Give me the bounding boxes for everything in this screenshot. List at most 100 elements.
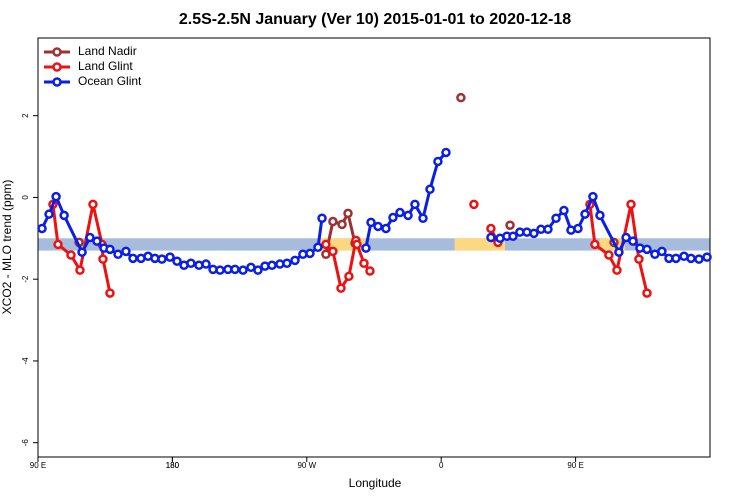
data-point [282, 258, 292, 268]
data-point [328, 246, 338, 257]
data-point [343, 208, 353, 219]
data-point [508, 231, 518, 242]
data-point [657, 246, 667, 257]
x-tick-label: 180 [166, 461, 180, 470]
x-tick-label: 90 E [30, 461, 46, 470]
y-tick-label: 0 [21, 195, 30, 200]
data-point [626, 199, 636, 210]
y-tick-label: -6 [21, 439, 30, 447]
data-point [425, 184, 435, 194]
chart-title: 2.5S-2.5N January (Ver 10) 2015-01-01 to… [179, 11, 571, 28]
data-point [595, 210, 605, 221]
data-point [105, 288, 115, 298]
data-point [588, 191, 598, 202]
data-point [313, 242, 323, 253]
y-axis-label: XCO2 - MLO trend (ppm) [0, 180, 14, 315]
data-point [590, 239, 600, 250]
data-point [290, 255, 300, 266]
data-point [612, 265, 622, 275]
data-point [105, 244, 115, 255]
data-point [456, 92, 466, 103]
data-point [344, 271, 354, 282]
data-point [702, 252, 712, 262]
y-tick-label: -2 [21, 275, 30, 283]
data-point [469, 199, 479, 210]
data-point [395, 207, 405, 218]
data-point [373, 221, 383, 232]
data-point [53, 239, 63, 250]
data-point [98, 254, 108, 264]
data-point [403, 210, 413, 221]
data-point [88, 199, 98, 210]
data-point [128, 253, 138, 264]
data-point [359, 258, 369, 268]
data-point [75, 265, 85, 275]
data-point [77, 247, 87, 257]
data-point [621, 232, 631, 243]
data-point [441, 147, 451, 158]
data-point [628, 236, 638, 246]
data-point [573, 223, 583, 234]
x-tick-label: 90 W [297, 461, 316, 470]
data-point [381, 223, 391, 234]
legend-label: Ocean Glint [78, 74, 142, 88]
data-point [433, 156, 443, 167]
data-point [614, 247, 624, 257]
data-point [336, 283, 346, 293]
y-tick-label: 2 [21, 113, 30, 118]
data-point [321, 239, 331, 250]
data-point [186, 258, 196, 268]
legend-marker [52, 77, 62, 87]
data-point [165, 252, 175, 262]
data-point [361, 243, 371, 253]
data-point [157, 254, 167, 264]
data-point [44, 209, 54, 219]
data-point [486, 232, 496, 243]
data-point [85, 232, 95, 243]
data-point [551, 213, 561, 224]
data-point [201, 259, 211, 269]
data-point [113, 249, 123, 259]
data-point [59, 210, 69, 221]
data-point [267, 260, 277, 271]
data-point [559, 205, 569, 216]
data-point [37, 223, 47, 234]
data-point [686, 253, 696, 264]
data-point [230, 264, 240, 275]
data-point [238, 265, 248, 275]
data-point [51, 191, 61, 202]
data-point [215, 265, 225, 275]
data-point [172, 256, 182, 266]
data-point [529, 228, 539, 239]
y-tick-label: -4 [21, 357, 30, 365]
data-point [66, 250, 76, 260]
x-tick-label: 180 [166, 461, 180, 470]
data-point [253, 265, 263, 275]
x-tick-label: 0 [439, 461, 444, 470]
data-point [410, 199, 420, 210]
data-point [671, 253, 681, 264]
data-point [694, 254, 704, 264]
data-point [366, 217, 376, 228]
plot-frame [37, 37, 711, 458]
data-point [418, 213, 428, 224]
data-point [92, 236, 102, 246]
data-point [580, 209, 590, 219]
data-point [328, 216, 338, 227]
data-point [352, 239, 362, 250]
legend-label: Land Glint [78, 59, 133, 73]
data-point [317, 213, 327, 224]
data-point [365, 266, 375, 276]
data-point [642, 244, 652, 255]
data-point [642, 288, 652, 298]
legend-label: Land Nadir [78, 44, 137, 58]
x-tick-label: 90 E [567, 461, 583, 470]
reference-band [38, 238, 710, 251]
x-axis-label: Longitude [349, 476, 402, 490]
data-point [305, 248, 315, 259]
legend-marker [52, 62, 62, 72]
data-point [634, 254, 644, 264]
data-point [543, 224, 553, 235]
data-point [486, 223, 496, 234]
